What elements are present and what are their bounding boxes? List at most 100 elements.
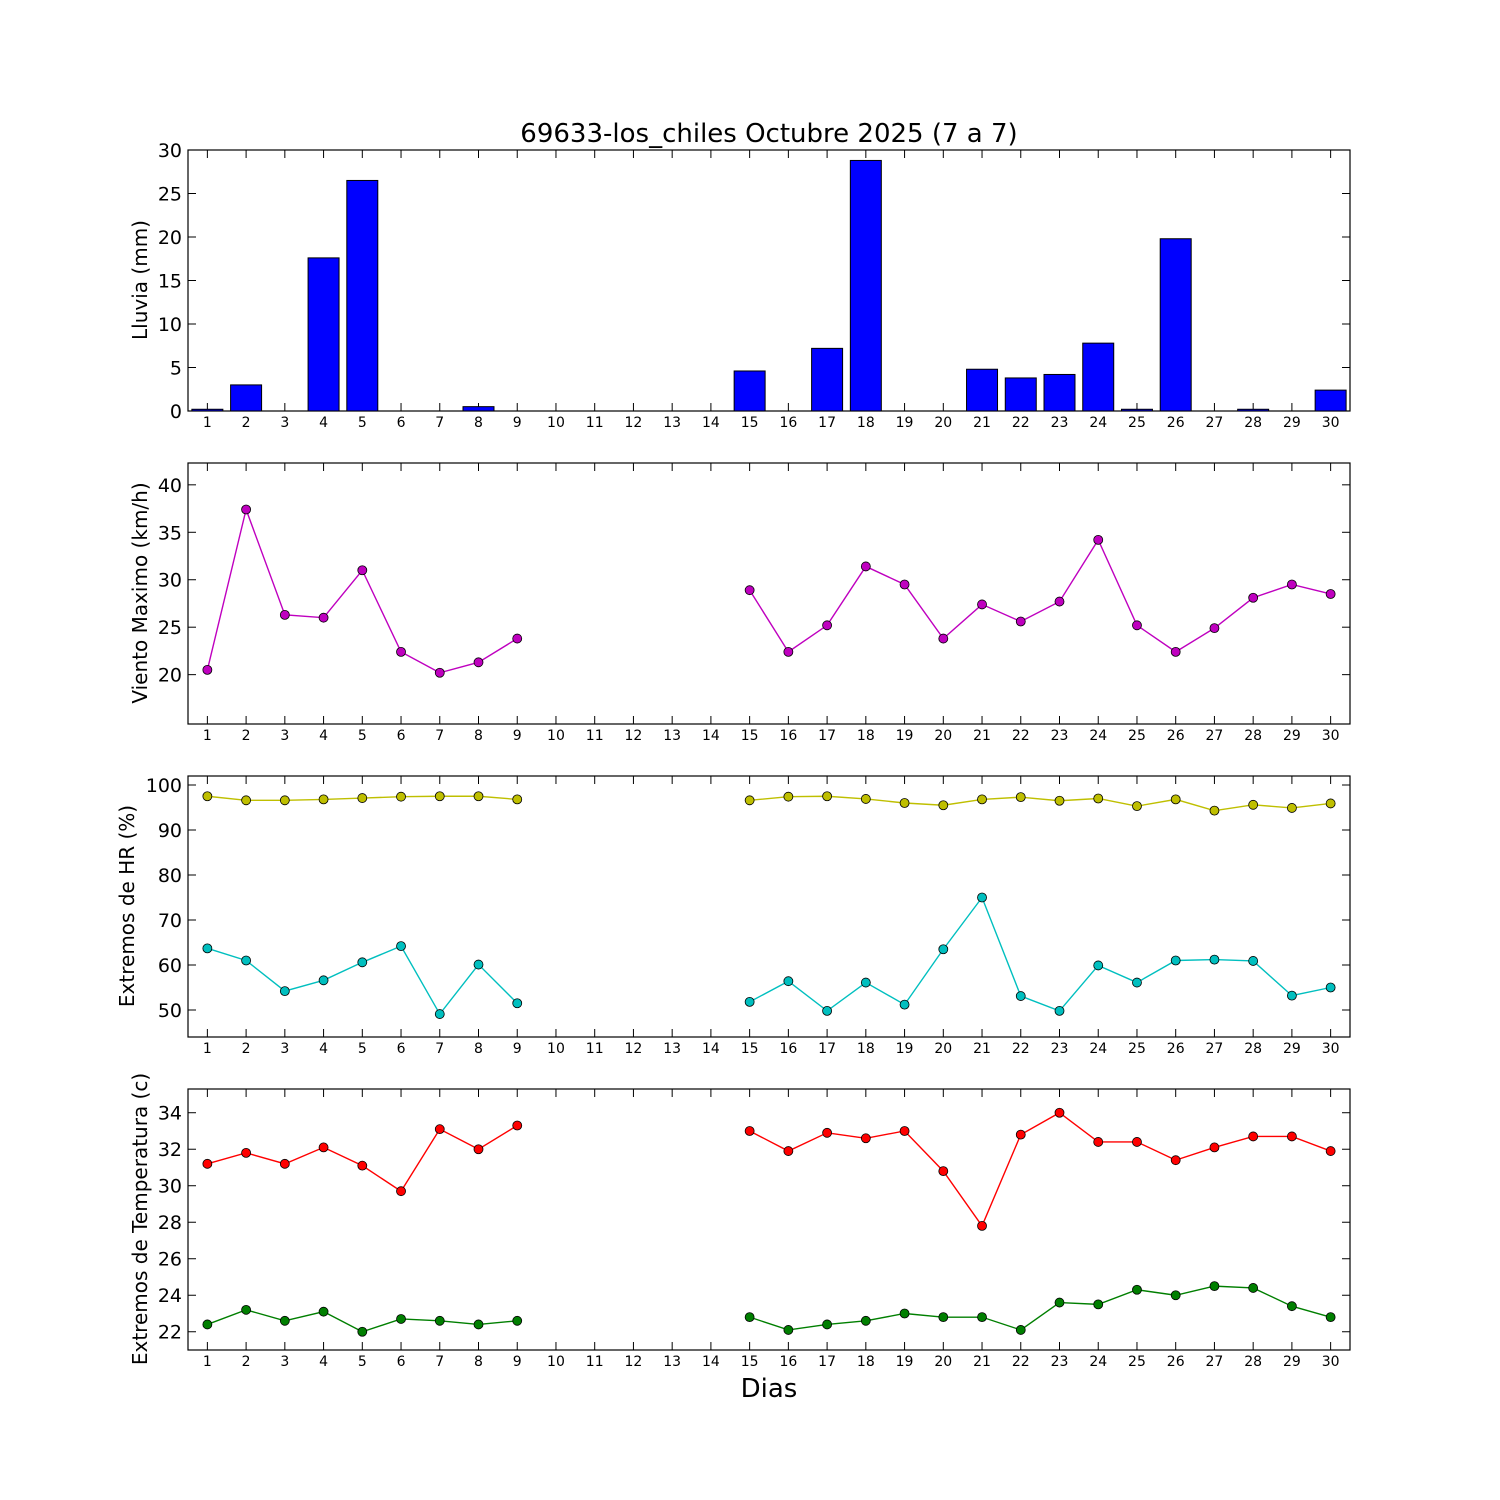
hr-series-0-point-day-22 bbox=[1015, 792, 1026, 803]
lluvia-x-tick-label: 6 bbox=[397, 415, 406, 431]
hr-series-0-point-day-5 bbox=[357, 793, 368, 803]
lluvia-bar-day-25 bbox=[1120, 408, 1153, 412]
hr-x-tick-label: 17 bbox=[818, 1041, 836, 1057]
temperatura-series-1-point-day-8 bbox=[473, 1319, 484, 1330]
viento-series-0-point-day-9 bbox=[512, 633, 523, 644]
lluvia-x-tick-label: 30 bbox=[1322, 415, 1340, 431]
hr-series-1-point-day-5 bbox=[357, 957, 368, 968]
hr-series-1-point-day-22 bbox=[1015, 991, 1026, 1001]
hr-series-1-point-day-20 bbox=[938, 944, 949, 955]
temperatura-x-tick-label: 6 bbox=[397, 1354, 406, 1370]
temperature-y-label: Extremos de Temperatura (c) bbox=[128, 1073, 152, 1365]
hr-series-0-point-day-21 bbox=[977, 794, 987, 805]
temperatura-series-0-point-day-7 bbox=[434, 1124, 445, 1135]
hr-y-tick-label: 50 bbox=[158, 1000, 182, 1022]
viento-x-tick-label: 1 bbox=[203, 728, 212, 744]
viento-y-tick-label: 35 bbox=[158, 522, 182, 544]
hr-y-tick-label: 70 bbox=[158, 910, 182, 932]
temperatura-series-1-point-day-20 bbox=[938, 1312, 949, 1323]
temperatura-series-0-line bbox=[207, 1124, 518, 1193]
temperatura-series-1-point-day-2 bbox=[241, 1304, 252, 1315]
temperatura-series-1-point-day-5 bbox=[357, 1326, 368, 1337]
hr-x-tick-label: 1 bbox=[203, 1041, 212, 1057]
viento-x-tick-label: 2 bbox=[242, 728, 251, 744]
lluvia-x-tick-label: 28 bbox=[1244, 415, 1262, 431]
lluvia-y-tick-label: 15 bbox=[158, 271, 182, 293]
viento-plot-frame bbox=[187, 462, 1351, 725]
viento-x-tick-label: 7 bbox=[435, 728, 444, 744]
viento-series-0-point-day-23 bbox=[1054, 596, 1065, 607]
viento-series-0-point-day-3 bbox=[279, 609, 290, 620]
lluvia-x-tick-label: 17 bbox=[818, 415, 836, 431]
hr-series-1-point-day-21 bbox=[977, 892, 987, 903]
lluvia-x-tick-label: 20 bbox=[934, 415, 952, 431]
hr-series-1-point-day-23 bbox=[1054, 1006, 1065, 1016]
lluvia-x-tick-label: 19 bbox=[896, 415, 914, 431]
hr-series-1-point-day-1 bbox=[202, 943, 213, 954]
hr-x-tick-label: 3 bbox=[280, 1041, 289, 1057]
viento-x-tick-label: 14 bbox=[702, 728, 720, 744]
temperatura-x-tick-label: 11 bbox=[586, 1354, 604, 1370]
lluvia-bar-day-15 bbox=[733, 370, 766, 412]
viento-x-tick-label: 8 bbox=[474, 728, 483, 744]
temperatura-y-tick-label: 28 bbox=[158, 1212, 182, 1234]
hr-x-tick-label: 21 bbox=[973, 1041, 991, 1057]
viento-x-tick-label: 28 bbox=[1244, 728, 1262, 744]
temperatura-series-1-point-day-16 bbox=[783, 1325, 794, 1335]
hr-series-0-point-day-6 bbox=[396, 791, 406, 802]
viento-x-tick-label: 20 bbox=[934, 728, 952, 744]
hr-x-tick-label: 18 bbox=[857, 1041, 875, 1057]
temperatura-x-tick-label: 30 bbox=[1322, 1354, 1340, 1370]
viento-series-0-point-day-4 bbox=[318, 612, 329, 623]
lluvia-x-tick-label: 26 bbox=[1167, 415, 1185, 431]
temperatura-series-1-point-day-27 bbox=[1209, 1281, 1220, 1292]
viento-series-0-point-day-1 bbox=[202, 665, 213, 675]
temperatura-series-0-point-day-30 bbox=[1325, 1146, 1336, 1156]
hr-y-tick-label: 90 bbox=[158, 820, 182, 842]
viento-y-tick-label: 40 bbox=[158, 475, 182, 497]
lluvia-bar-day-30 bbox=[1314, 389, 1347, 412]
hr-series-0-point-day-4 bbox=[318, 794, 329, 805]
hr-series-1-point-day-17 bbox=[822, 1006, 832, 1016]
temperatura-x-tick-label: 24 bbox=[1089, 1354, 1107, 1370]
viento-series-0-point-day-7 bbox=[434, 667, 445, 678]
viento-series-0-point-day-2 bbox=[241, 504, 252, 515]
hr-series-0-point-day-30 bbox=[1325, 798, 1336, 809]
temperatura-series-0-point-day-3 bbox=[279, 1158, 290, 1169]
viento-series-0-point-day-17 bbox=[822, 620, 832, 631]
hr-series-1-point-day-3 bbox=[279, 986, 290, 996]
viento-x-tick-label: 6 bbox=[397, 728, 406, 744]
temperatura-series-1-point-day-3 bbox=[279, 1315, 290, 1326]
hr-x-tick-label: 26 bbox=[1167, 1041, 1185, 1057]
hr-series-1-point-day-8 bbox=[473, 959, 484, 970]
viento-series-0-point-day-25 bbox=[1132, 620, 1142, 631]
temperatura-series-1-point-day-23 bbox=[1054, 1297, 1065, 1308]
temperatura-x-tick-label: 7 bbox=[435, 1354, 444, 1370]
temperatura-x-tick-label: 16 bbox=[779, 1354, 797, 1370]
viento-series-0-line bbox=[749, 538, 1331, 653]
temperatura-series-0-point-day-8 bbox=[473, 1144, 484, 1155]
hr-series-1-point-day-25 bbox=[1132, 977, 1142, 988]
hr-x-tick-label: 11 bbox=[586, 1041, 604, 1057]
temperatura-series-1-point-day-28 bbox=[1248, 1283, 1259, 1293]
temperatura-series-0-point-day-17 bbox=[822, 1127, 832, 1138]
chart-title: 69633-los_chiles Octubre 2025 (7 a 7) bbox=[520, 119, 1017, 149]
hr-series-0-point-day-3 bbox=[279, 795, 290, 806]
viento-series-0-point-day-20 bbox=[938, 633, 949, 644]
hr-x-tick-label: 19 bbox=[896, 1041, 914, 1057]
lluvia-bar-day-23 bbox=[1043, 373, 1076, 412]
temperatura-series-0-point-day-23 bbox=[1054, 1107, 1065, 1118]
hr-x-tick-label: 7 bbox=[435, 1041, 444, 1057]
hr-series-0-point-day-2 bbox=[241, 795, 252, 806]
hr-x-tick-label: 14 bbox=[702, 1041, 720, 1057]
hr-x-tick-label: 13 bbox=[663, 1041, 681, 1057]
lluvia-x-tick-label: 4 bbox=[319, 415, 328, 431]
viento-x-tick-label: 15 bbox=[741, 728, 759, 744]
viento-x-tick-label: 10 bbox=[547, 728, 565, 744]
hr-series-0-point-day-18 bbox=[860, 794, 871, 804]
temperatura-x-tick-label: 10 bbox=[547, 1354, 565, 1370]
temperatura-series-0-point-day-15 bbox=[744, 1126, 755, 1136]
temperatura-series-0-point-day-21 bbox=[977, 1220, 987, 1231]
viento-series-0-point-day-30 bbox=[1325, 589, 1336, 599]
